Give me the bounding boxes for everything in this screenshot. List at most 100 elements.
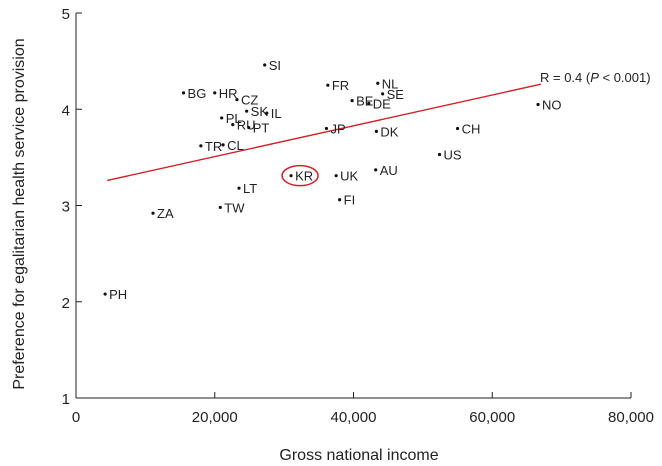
- point-label: JP: [330, 122, 345, 137]
- point-marker: [338, 198, 342, 202]
- point-label: SK: [251, 104, 269, 119]
- point-label: CH: [462, 122, 481, 137]
- point-marker: [247, 125, 251, 130]
- point-marker: [381, 92, 385, 96]
- correlation-annotation: R = 0.4 (P < 0.001): [540, 70, 651, 85]
- data-point-ru: RU: [231, 118, 256, 133]
- point-label: UK: [340, 169, 358, 184]
- y-tick-label: 2: [62, 295, 70, 312]
- point-marker: [367, 101, 371, 106]
- y-axis-title: Preference for egalitarian health servic…: [11, 38, 28, 389]
- point-label: NO: [542, 97, 562, 112]
- y-tick-label: 4: [62, 102, 70, 119]
- point-marker: [265, 111, 269, 115]
- point-marker: [231, 123, 235, 127]
- point-marker: [289, 174, 293, 178]
- point-label: IL: [271, 106, 282, 121]
- trend-line-group: [107, 83, 541, 182]
- point-label: BE: [356, 94, 374, 109]
- x-tick-label: 40,000: [331, 409, 377, 426]
- data-point-se: SE: [381, 87, 404, 102]
- data-point-dk: DK: [374, 124, 399, 139]
- x-tick-label: 0: [72, 409, 80, 426]
- point-marker: [235, 98, 239, 102]
- data-point-au: AU: [374, 163, 398, 178]
- data-point-bg: BG: [181, 86, 207, 101]
- data-point-kr: KR: [281, 164, 319, 187]
- point-label: FR: [332, 78, 349, 93]
- point-label: US: [444, 147, 462, 162]
- data-point-hr: HR: [213, 86, 238, 101]
- point-label: PT: [253, 121, 270, 136]
- x-tick-label: 60,000: [469, 409, 515, 426]
- point-marker: [151, 211, 155, 215]
- point-label: AU: [380, 163, 398, 178]
- point-marker: [455, 126, 460, 131]
- y-tick-label: 3: [62, 199, 70, 216]
- point-label: NL: [382, 76, 399, 91]
- y-tick-label: 1: [62, 391, 70, 408]
- point-marker: [437, 152, 442, 157]
- data-point-pt: PT: [247, 121, 269, 136]
- data-point-tw: TW: [218, 200, 245, 215]
- y-axis: 1 2 3 4 5: [62, 6, 82, 408]
- point-marker: [376, 81, 380, 85]
- point-label: LT: [243, 181, 257, 196]
- point-label: SE: [387, 87, 405, 102]
- data-point-pl: PL: [220, 111, 242, 126]
- point-label: BG: [188, 86, 207, 101]
- x-tick-label: 80,000: [608, 409, 654, 426]
- point-label: HR: [219, 86, 238, 101]
- data-point-fi: FI: [338, 193, 355, 208]
- point-label: CZ: [241, 93, 258, 108]
- point-label: RU: [237, 118, 256, 133]
- point-label: TR: [205, 139, 222, 154]
- point-label: PH: [109, 287, 127, 302]
- point-marker: [245, 109, 249, 113]
- data-point-ph: PH: [103, 287, 127, 302]
- point-marker: [350, 98, 354, 103]
- data-point-us: US: [437, 147, 462, 162]
- x-axis: 0 20,000 40,000 60,000 80,000: [72, 392, 654, 426]
- point-marker: [263, 63, 267, 67]
- point-marker: [324, 126, 329, 131]
- data-point-de: DE: [367, 96, 391, 111]
- point-marker: [181, 91, 186, 95]
- point-label: CL: [227, 138, 244, 153]
- x-tick-label: 20,000: [192, 409, 238, 426]
- data-point-il: IL: [265, 106, 282, 121]
- point-marker: [536, 102, 540, 107]
- point-label: TW: [224, 200, 245, 215]
- data-point-nl: NL: [376, 76, 398, 91]
- point-marker: [213, 91, 217, 95]
- data-point-cl: CL: [221, 138, 244, 153]
- point-label: DK: [380, 124, 398, 139]
- highlight-ellipse: [281, 164, 319, 187]
- data-point-tr: TR: [199, 139, 222, 154]
- point-label: DE: [373, 96, 391, 111]
- data-point-ch: CH: [455, 122, 481, 137]
- point-marker: [237, 186, 241, 190]
- point-label: FI: [344, 193, 356, 208]
- data-point-lt: LT: [237, 181, 257, 196]
- point-label: ZA: [157, 206, 174, 221]
- data-point-jp: JP: [324, 122, 346, 137]
- data-point-fr: FR: [326, 78, 349, 93]
- data-point-no: NO: [536, 97, 562, 112]
- point-marker: [220, 116, 224, 120]
- point-marker: [374, 129, 378, 133]
- annotations: R = 0.4 (P < 0.001): [540, 70, 651, 85]
- data-point-za: ZA: [151, 206, 174, 221]
- point-label: KR: [295, 169, 313, 184]
- point-label: PL: [226, 111, 242, 126]
- point-marker: [199, 144, 203, 148]
- data-point-si: SI: [263, 58, 281, 73]
- x-axis-title: Gross national income: [279, 447, 438, 464]
- trend-line: [107, 83, 541, 182]
- data-point-sk: SK: [245, 104, 268, 119]
- data-point-uk: UK: [334, 169, 359, 184]
- data-point-cz: CZ: [235, 93, 258, 108]
- point-marker: [334, 174, 338, 178]
